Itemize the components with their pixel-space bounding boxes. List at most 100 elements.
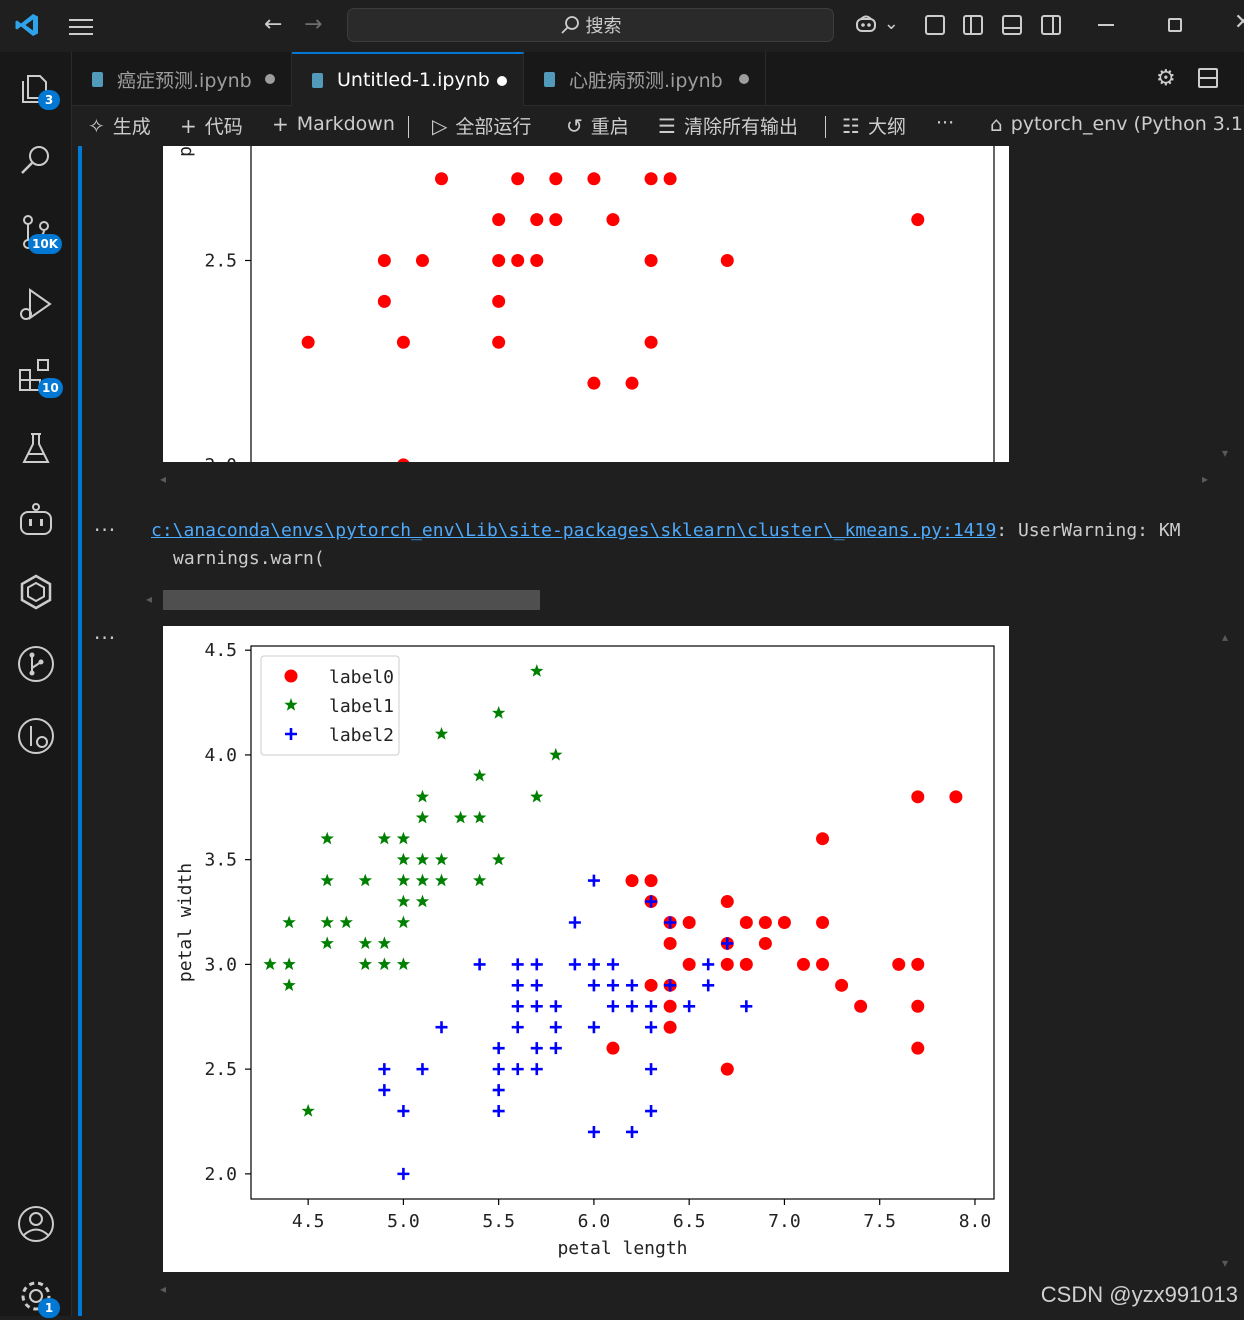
data-point — [720, 1062, 734, 1076]
data-point — [511, 979, 524, 992]
notebook-toolbar: ✧ 生成 + 代码 + Markdown ▷ 全部运行 ↺ 重启 ☰ 清除所有输出 ☷ 大纲 … — [72, 106, 1244, 146]
data-point — [911, 999, 925, 1013]
y-tick-label: 3.0 — [204, 954, 237, 975]
data-point — [587, 1021, 600, 1034]
data-point — [511, 1000, 524, 1013]
data-point — [911, 213, 925, 227]
scroll-down-icon[interactable]: ▾ — [1222, 1256, 1229, 1270]
data-point — [664, 916, 677, 929]
horizontal-scrollbar-thumb[interactable] — [163, 590, 540, 610]
search-view-icon[interactable] — [16, 140, 56, 180]
data-point — [284, 669, 298, 683]
plus-icon: + — [272, 112, 289, 136]
data-point — [683, 1000, 696, 1013]
close-window-icon[interactable]: ✕ — [1234, 10, 1244, 35]
scroll-down-icon[interactable]: ▾ — [1222, 446, 1229, 460]
y-tick-label: 4.0 — [204, 745, 237, 766]
data-point — [511, 958, 524, 971]
minimize-window-icon[interactable] — [1098, 24, 1114, 26]
restart-button[interactable]: ↺ 重启 — [566, 112, 629, 139]
unsaved-dot-icon[interactable] — [739, 74, 749, 84]
toggle-primary-sidebar-icon[interactable] — [963, 15, 983, 35]
x-tick-label: 8.0 — [959, 1211, 992, 1232]
extensions-icon[interactable]: 10 — [16, 356, 63, 398]
source-control-icon[interactable]: 10K — [16, 212, 62, 254]
hamburger-menu-icon[interactable] — [66, 14, 96, 38]
git-history-icon[interactable] — [16, 716, 56, 756]
add-markdown-cell-button[interactable]: + Markdown — [272, 112, 395, 136]
data-point — [549, 1042, 562, 1055]
maximize-window-icon[interactable] — [1168, 18, 1182, 32]
kernel-picker-button[interactable]: ⌂ pytorch_env (Python 3.12. — [990, 112, 1244, 136]
data-point — [530, 1000, 543, 1013]
tab-untitled-1[interactable]: Untitled-1.ipynb — [292, 52, 524, 106]
data-point — [415, 852, 430, 866]
points-layer — [263, 664, 963, 1180]
data-point — [664, 979, 677, 992]
manage-gear-icon[interactable]: 1 — [16, 1276, 60, 1318]
extensions-badge: 10 — [38, 378, 63, 398]
outline-button[interactable]: ☷ 大纲 — [842, 112, 906, 139]
data-point — [301, 335, 315, 349]
copilot-chat-icon[interactable] — [16, 500, 56, 540]
scroll-right-icon[interactable]: ▸ — [1202, 472, 1209, 486]
accounts-icon[interactable] — [16, 1204, 56, 1244]
data-point — [453, 810, 468, 824]
data-point — [587, 172, 601, 186]
gear-icon[interactable]: ⚙ — [1156, 66, 1176, 91]
back-arrow-icon[interactable]: ← — [264, 12, 283, 37]
scroll-up-icon[interactable]: ▴ — [1222, 630, 1229, 644]
data-point — [835, 978, 849, 992]
data-point — [492, 254, 506, 267]
data-point — [663, 172, 677, 186]
output-actions-ellipsis[interactable]: ··· — [94, 626, 117, 650]
scroll-left-icon[interactable]: ◂ — [160, 472, 167, 486]
data-point — [530, 254, 544, 267]
unsaved-dot-icon[interactable] — [497, 76, 507, 86]
data-point — [606, 958, 619, 971]
tab-cancer-prediction[interactable]: 癌症预测.ipynb — [72, 52, 292, 106]
generate-button[interactable]: ✧ 生成 — [88, 112, 151, 139]
forward-arrow-icon[interactable]: → — [304, 12, 323, 37]
source-file-link[interactable]: c:\anaconda\envs\pytorch_env\Lib\site-pa… — [151, 520, 997, 541]
split-editor-icon[interactable] — [1198, 68, 1218, 88]
remote-explorer-icon[interactable] — [16, 572, 56, 612]
unsaved-dot-icon[interactable] — [265, 74, 275, 84]
data-point — [549, 1000, 562, 1013]
toggle-panel-icon[interactable] — [1002, 15, 1022, 35]
testing-flask-icon[interactable] — [16, 428, 56, 468]
data-point — [530, 979, 543, 992]
data-point — [377, 831, 391, 845]
customize-layout-icon[interactable] — [925, 15, 945, 35]
more-actions-button[interactable]: ··· — [936, 112, 954, 134]
warning-output-line: c:\anaconda\envs\pytorch_env\Lib\site-pa… — [151, 520, 1181, 541]
run-all-icon: ▷ — [432, 113, 448, 138]
clear-outputs-icon: ☰ — [658, 113, 676, 138]
scroll-left-icon[interactable]: ◂ — [146, 592, 153, 606]
explorer-icon[interactable]: 3 — [16, 68, 60, 110]
data-point — [511, 172, 525, 186]
git-graph-icon[interactable] — [16, 644, 56, 684]
data-point — [816, 832, 830, 846]
toolbar-divider — [408, 116, 409, 138]
data-point — [358, 936, 372, 950]
data-point — [358, 957, 372, 971]
tab-label: 癌症预测.ipynb — [117, 69, 252, 92]
clear-all-outputs-button[interactable]: ☰ 清除所有输出 — [658, 112, 798, 139]
scroll-left-icon[interactable]: ◂ — [160, 1282, 167, 1296]
output-actions-ellipsis[interactable]: ··· — [94, 518, 117, 542]
data-point — [396, 894, 411, 908]
data-point — [644, 254, 658, 267]
data-point — [473, 810, 487, 824]
run-debug-icon[interactable] — [16, 284, 56, 324]
command-center-search[interactable]: 搜索 — [347, 8, 834, 42]
copilot-menu-button[interactable]: ⌄ — [854, 13, 899, 34]
tab-heart-disease-prediction[interactable]: 心脏病预测.ipynb — [524, 52, 766, 106]
data-point — [777, 916, 791, 929]
add-code-cell-button[interactable]: + 代码 — [180, 112, 243, 139]
toggle-secondary-sidebar-icon[interactable] — [1041, 15, 1061, 35]
data-point — [415, 254, 429, 267]
data-point — [284, 698, 298, 711]
run-all-button[interactable]: ▷ 全部运行 — [432, 112, 531, 139]
data-point — [645, 1021, 658, 1034]
